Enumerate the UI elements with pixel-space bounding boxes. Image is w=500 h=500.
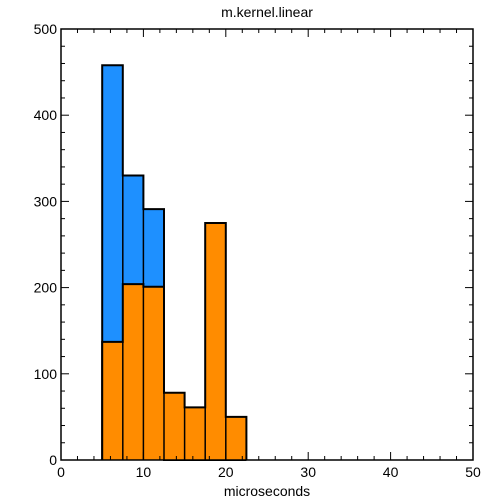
y-tick-label: 400: [34, 107, 58, 123]
bar-series2-bin6: [205, 222, 226, 460]
x-tick-label: 20: [218, 464, 234, 480]
bar-series2-bin3: [143, 286, 164, 460]
chart-title: m.kernel.linear: [221, 4, 313, 20]
histogram-outline-series2: [101, 221, 248, 460]
x-tick-label: 50: [465, 464, 481, 480]
y-tick-label: 200: [34, 280, 58, 296]
bars-layer: [101, 64, 248, 461]
x-tick-label: 0: [57, 464, 65, 480]
bar-series2-bin7: [225, 416, 247, 460]
bar-series2-bin2: [122, 284, 144, 460]
bar-series2-bin1: [102, 341, 123, 460]
x-tick-label: 30: [300, 464, 316, 480]
bar-series2-bin5: [184, 407, 206, 460]
y-tick-label: 0: [49, 452, 57, 468]
bar-series2-bin4: [164, 392, 185, 460]
x-tick-label: 10: [136, 464, 152, 480]
y-tick-label: 100: [34, 366, 58, 382]
y-tick-label: 300: [34, 193, 58, 209]
x-tick-label: 40: [383, 464, 399, 480]
plot-frame: [60, 28, 474, 461]
y-tick-label: 500: [34, 21, 58, 37]
x-axis-label: microseconds: [224, 483, 310, 499]
